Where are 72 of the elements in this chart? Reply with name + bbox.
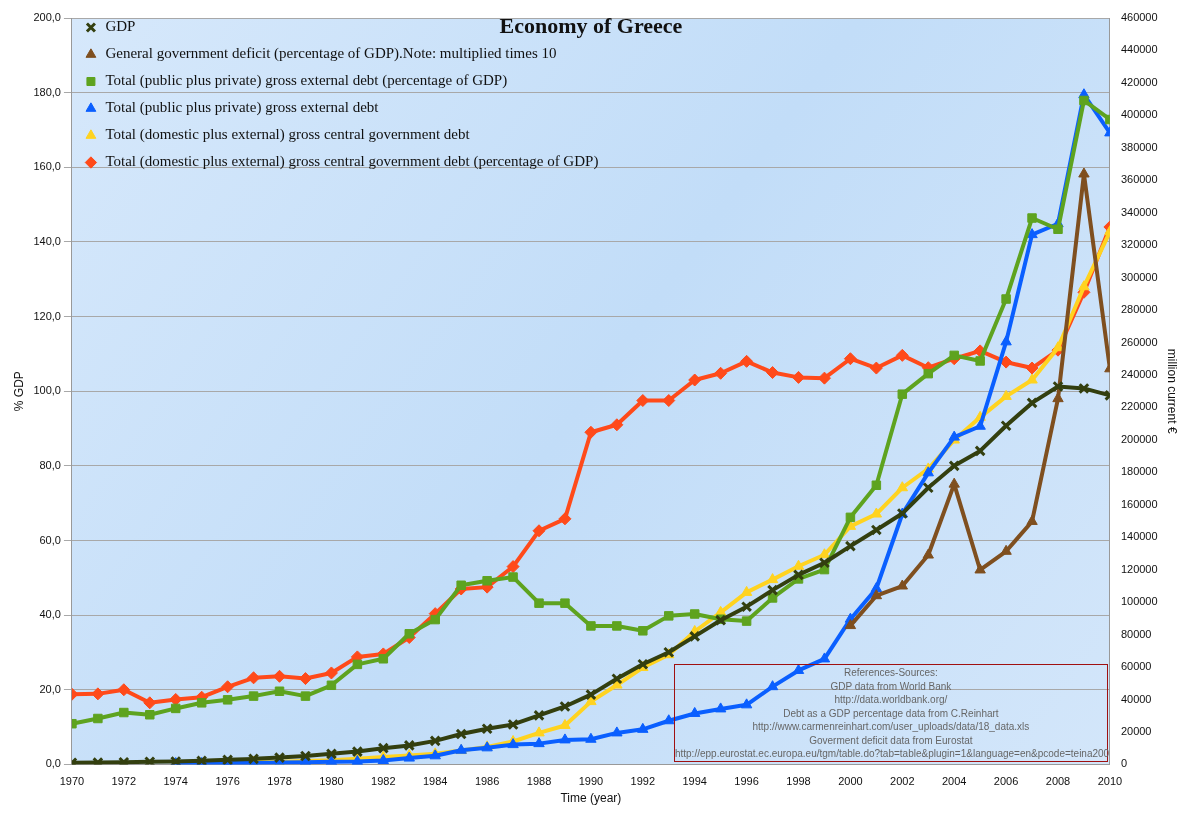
y2-tick-label: 300000 xyxy=(1120,270,1158,283)
annotation: GDP data from World Bank xyxy=(829,679,953,694)
y2-axis-title: million current € xyxy=(1165,348,1180,434)
annotation: References-Sources: xyxy=(842,666,939,680)
y-tick-label: 140,0 xyxy=(33,234,61,247)
y2-tick-label: 440000 xyxy=(1120,43,1158,56)
x-tick-label: 1984 xyxy=(422,775,448,788)
y-tick-label: 120,0 xyxy=(33,309,61,322)
annotation: Debt as a GDP percentage data from C.Reinhart xyxy=(782,706,1000,721)
y2-tick-label: 400000 xyxy=(1120,108,1158,121)
legend-label: Total (public plus private) gross external debt xyxy=(105,99,380,117)
x-tick-label: 1986 xyxy=(474,775,500,788)
chart-title: Economy of Greece xyxy=(499,13,683,39)
y-tick-label: 180,0 xyxy=(33,85,61,98)
y-tick-label: 160,0 xyxy=(33,160,61,173)
y2-tick-label: 200000 xyxy=(1120,432,1158,445)
annotation: Goverment deficit data from Eurostat xyxy=(808,733,974,748)
y-tick-label: 40,0 xyxy=(39,608,61,621)
y2-tick-label: 140000 xyxy=(1120,530,1158,543)
y2-tick-label: 260000 xyxy=(1120,335,1158,348)
y-tick-label: 100,0 xyxy=(33,384,61,397)
x-tick-label: 2010 xyxy=(1097,775,1123,788)
x-axis-title: Time (year) xyxy=(560,791,622,806)
x-tick-label: 1994 xyxy=(682,775,707,788)
y2-tick-label: 80000 xyxy=(1120,627,1152,640)
legend-label: Total (domestic plus external) gross central government debt xyxy=(105,126,471,144)
x-tick-label: 1972 xyxy=(111,775,137,788)
y2-tick-label: 420000 xyxy=(1120,75,1158,88)
x-tick-label: 1996 xyxy=(734,775,759,788)
y-tick-label: 200,0 xyxy=(33,11,61,24)
y2-tick-label: 320000 xyxy=(1120,238,1158,251)
x-tick-label: 1976 xyxy=(215,775,240,788)
annotation: http://www.carmenreinhart.com/user_uploads/data/18_data.xls xyxy=(751,720,1031,734)
y2-tick-label: 60000 xyxy=(1120,660,1152,673)
legend-label: General government deficit (percentage of GDP).Note: multiplied times 10 xyxy=(105,45,557,63)
y-tick-label: 20,0 xyxy=(39,682,61,695)
x-tick-label: 1980 xyxy=(319,775,344,788)
legend-label: Total (public plus private) gross external debt (percentage of GDP) xyxy=(105,72,508,90)
y2-tick-label: 460000 xyxy=(1120,11,1158,24)
x-tick-label: 2006 xyxy=(993,775,1019,788)
y-tick-label: 0,0 xyxy=(45,757,61,770)
y-axis-title: % GDP xyxy=(11,371,26,412)
y2-tick-label: 160000 xyxy=(1120,497,1158,510)
x-tick-label: 2004 xyxy=(941,775,967,788)
x-tick-label: 2008 xyxy=(1045,775,1071,788)
y2-tick-label: 360000 xyxy=(1120,173,1158,186)
annotation: http://data.worldbank.org/ xyxy=(833,693,949,707)
x-tick-label: 2000 xyxy=(838,775,863,788)
y2-tick-label: 380000 xyxy=(1120,140,1158,153)
y2-tick-label: 120000 xyxy=(1120,562,1158,575)
y2-tick-label: 100000 xyxy=(1120,595,1158,608)
y2-tick-label: 180000 xyxy=(1120,465,1158,478)
legend-label: GDP xyxy=(105,18,136,35)
y2-tick-label: 240000 xyxy=(1120,368,1158,381)
x-tick-label: 1990 xyxy=(578,775,604,788)
x-tick-label: 1978 xyxy=(267,775,292,788)
y2-tick-label: 280000 xyxy=(1120,303,1158,316)
y-tick-label: 80,0 xyxy=(39,458,61,471)
y2-tick-label: 40000 xyxy=(1120,692,1152,705)
x-tick-label: 1982 xyxy=(371,775,396,788)
y2-tick-label: 0 xyxy=(1120,757,1128,770)
y2-tick-label: 20000 xyxy=(1120,724,1152,737)
x-tick-label: 1992 xyxy=(630,775,656,788)
legend-label: Total (domestic plus external) gross central government debt (percentage of GDP) xyxy=(105,153,599,171)
x-tick-label: 1988 xyxy=(526,775,552,788)
y2-tick-label: 220000 xyxy=(1120,400,1158,413)
x-tick-label: 1998 xyxy=(786,775,811,788)
x-tick-label: 1970 xyxy=(59,775,85,788)
x-tick-label: 1974 xyxy=(163,775,188,788)
x-tick-label: 2002 xyxy=(890,775,915,788)
y-tick-label: 60,0 xyxy=(39,533,61,546)
y2-tick-label: 340000 xyxy=(1120,205,1158,218)
